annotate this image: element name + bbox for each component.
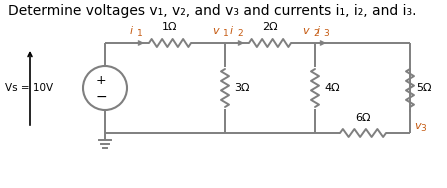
Text: 5Ω: 5Ω bbox=[416, 83, 431, 93]
Text: Vs = 10V: Vs = 10V bbox=[5, 83, 53, 93]
Text: Determine voltages v₁, v₂, and v₃ and currents i₁, i₂, and i₃.: Determine voltages v₁, v₂, and v₃ and cu… bbox=[8, 4, 417, 18]
Text: v: v bbox=[414, 121, 421, 131]
Text: 1: 1 bbox=[223, 29, 229, 38]
Text: 3: 3 bbox=[420, 124, 426, 133]
Text: −: − bbox=[95, 90, 107, 104]
Text: 1Ω: 1Ω bbox=[162, 22, 178, 32]
Text: 2: 2 bbox=[237, 29, 243, 38]
Text: 1: 1 bbox=[137, 29, 143, 38]
Text: v: v bbox=[302, 26, 309, 36]
Text: 2: 2 bbox=[313, 29, 319, 38]
Text: 3: 3 bbox=[323, 29, 329, 38]
Text: i: i bbox=[130, 26, 133, 36]
Text: +: + bbox=[96, 74, 106, 86]
Text: 3Ω: 3Ω bbox=[234, 83, 249, 93]
Text: i: i bbox=[230, 26, 233, 36]
Text: i: i bbox=[317, 26, 320, 36]
Text: 2Ω: 2Ω bbox=[262, 22, 278, 32]
Text: v: v bbox=[212, 26, 219, 36]
Text: 6Ω: 6Ω bbox=[355, 113, 371, 123]
Text: 4Ω: 4Ω bbox=[324, 83, 340, 93]
